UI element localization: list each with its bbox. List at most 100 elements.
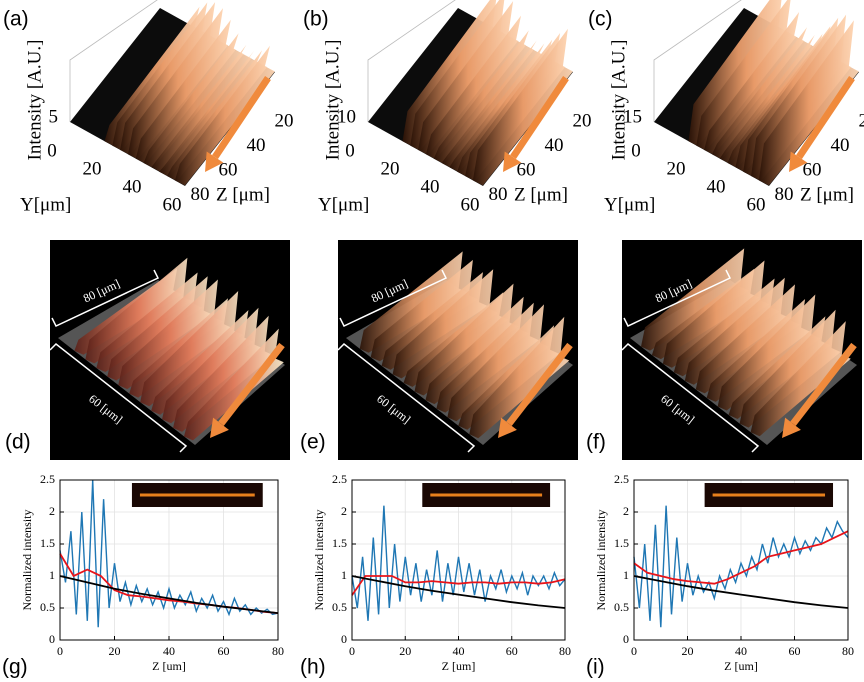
surface-ridge [433,30,534,164]
arrow-shaft [510,76,569,159]
y-tick-label: 1 [49,568,55,582]
y-tick-label: 0.5 [40,600,55,614]
image-ridge [85,257,193,364]
box-edge [69,0,158,122]
y-tick-label: 1.5 [614,536,629,550]
arrow-head [498,417,517,438]
x-axis-label: Z [μm] [514,184,568,205]
surface-ridge [712,27,812,160]
image-ridge [739,309,841,428]
surface-ridge [449,43,550,173]
image-ridge [173,315,274,432]
y-tick-label: 20 [381,158,400,179]
x-tick-label: 40 [163,644,175,658]
y-tick-label: 1 [623,568,629,582]
y-tick-label: 2 [49,504,55,518]
image-ridge [184,328,284,441]
x-tick-label: 0 [57,644,63,658]
x-tick-label: 80 [272,644,284,658]
y-tick-label: 2.5 [332,472,347,486]
surface-ridge [719,34,820,164]
z-axis-label: Intensity [A.U.] [24,40,45,161]
image-ridge [107,276,213,381]
image-ridge [118,279,223,390]
x-tick-label: 80 [489,184,508,205]
y-tick-label: 2 [623,504,629,518]
y-tick-label: 2.5 [614,472,629,486]
y-axis-label: Y[μm] [604,194,655,215]
x-tick-label: 60 [803,160,822,181]
y-tick-label: 60 [461,194,480,215]
image-ridge [151,310,254,415]
box-edge [653,0,742,122]
x-tick-label: 60 [789,644,801,658]
panel-label: (i) [586,656,605,679]
z-tick-label: 5 [49,106,59,127]
y-axis-label: Normalized intensity [312,510,326,611]
data-line [633,530,849,585]
x-tick-label: 40 [545,135,564,156]
x-tick-label: 60 [506,644,518,658]
x-tick-label: 40 [831,135,850,156]
surface-ridge [696,0,797,151]
surface-ridge [418,1,519,155]
panel-label: (f) [586,431,606,454]
image-ridge [140,291,244,407]
x-tick-label: 20 [573,110,592,131]
image-ridge [684,277,790,385]
y-tick-label: 0.5 [614,600,629,614]
y-tick-label: 20 [667,158,686,179]
image-ridge [392,269,499,379]
data-line [351,505,566,621]
z-axis-label: Intensity [A.U.] [322,40,343,161]
y-tick-label: 0 [623,632,629,646]
panel-label: (b) [303,8,329,31]
x-tick-label: 20 [859,110,864,131]
z-axis-label: Intensity [A.U.] [608,40,629,161]
image-ridge [641,248,750,351]
scale-bracket [51,269,160,327]
arrow-head [210,417,229,438]
y-tick-label: 2.5 [40,472,55,486]
image-ridge [162,307,264,424]
x-tick-label: 80 [559,644,571,658]
image-ridge [717,294,821,411]
arrow-shaft [796,76,855,159]
plot-frame [633,479,849,641]
y-tick-label: 40 [707,176,726,197]
surface-ridge [174,45,275,186]
arrow-shaft [506,342,573,426]
y-tick-label: 60 [163,194,182,215]
x-tick-label: 0 [631,644,637,658]
z-tick-label: 15 [623,106,642,127]
data-line [59,575,279,614]
panel-label: (c) [588,8,613,31]
image-ridge [695,284,800,394]
panel-label: (d) [5,431,31,454]
x-tick-label: 20 [109,644,121,658]
arrow-head [789,151,808,172]
y-tick-label: 2 [341,504,347,518]
plot-frame [59,479,279,641]
image-ridge [436,302,539,413]
y-axis-label: Normalized intensity [594,510,608,611]
surface-ridge [128,8,228,160]
surface-ridge [151,44,252,173]
x-tick-label: 60 [517,160,536,181]
x-tick-label: 40 [247,135,266,156]
y-tick-label: 0 [49,632,55,646]
x-axis-label: Z [μm] [800,184,854,205]
x-tick-label: 0 [349,644,355,658]
y-tick-label: 0 [47,140,57,161]
surface-ridge [143,33,244,168]
data-line [351,575,566,609]
arrow-head [503,151,522,172]
y-tick-label: 0 [345,140,355,161]
y-axis-label: Normalized intensity [20,510,34,611]
scale-bracket [339,269,448,327]
image-ridge [750,321,851,437]
scale-bracket [623,269,732,327]
x-tick-label: 20 [275,110,294,131]
surface-ridge [426,15,526,160]
y-tick-label: 40 [123,176,142,197]
